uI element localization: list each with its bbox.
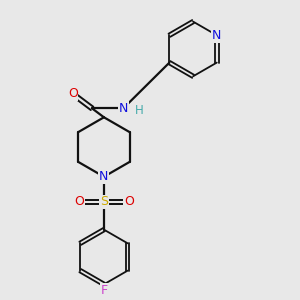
Text: N: N (118, 102, 128, 115)
Text: H: H (135, 104, 144, 117)
Text: O: O (68, 87, 78, 100)
Text: S: S (100, 196, 108, 208)
Text: O: O (124, 196, 134, 208)
Text: N: N (212, 29, 221, 42)
Text: F: F (100, 284, 107, 297)
Text: O: O (74, 196, 84, 208)
Text: N: N (99, 170, 109, 183)
